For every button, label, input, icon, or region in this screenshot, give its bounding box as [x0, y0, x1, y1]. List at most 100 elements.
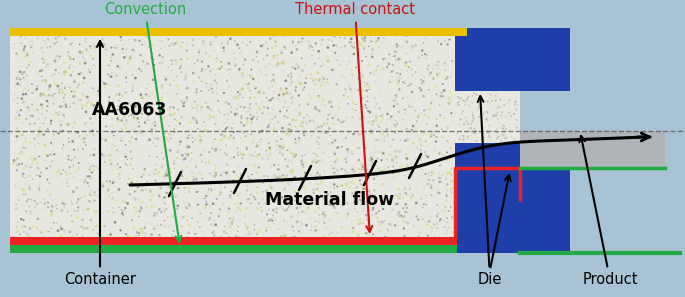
Point — [296, 56, 307, 61]
Point — [13, 53, 24, 58]
Point — [354, 221, 365, 226]
Point — [251, 54, 262, 59]
Point — [15, 34, 26, 39]
Point — [34, 125, 45, 129]
Point — [259, 236, 270, 241]
Point — [338, 234, 349, 239]
Point — [365, 131, 376, 136]
Point — [245, 162, 256, 167]
Point — [353, 222, 364, 226]
Point — [75, 71, 86, 76]
Point — [60, 29, 71, 33]
Point — [245, 181, 256, 185]
Point — [127, 73, 138, 78]
Point — [197, 241, 208, 246]
Point — [146, 41, 157, 46]
Point — [147, 59, 158, 64]
Point — [38, 45, 49, 50]
Point — [63, 168, 74, 173]
Point — [336, 74, 347, 79]
Point — [57, 90, 68, 95]
Point — [207, 230, 218, 235]
Point — [328, 121, 339, 126]
Point — [366, 236, 377, 241]
Point — [428, 133, 439, 138]
Point — [440, 77, 451, 81]
Point — [198, 241, 209, 246]
Point — [42, 200, 53, 205]
Point — [129, 49, 140, 53]
Point — [438, 181, 449, 186]
Point — [125, 149, 136, 154]
Point — [287, 40, 298, 44]
Point — [38, 92, 49, 97]
Point — [249, 149, 260, 154]
Point — [136, 188, 147, 193]
Point — [364, 62, 375, 67]
Point — [503, 110, 514, 115]
Point — [483, 131, 494, 136]
Point — [156, 39, 167, 43]
Point — [397, 96, 408, 101]
Point — [35, 91, 46, 96]
Point — [242, 226, 253, 230]
Point — [31, 201, 42, 206]
Point — [192, 189, 203, 194]
Point — [79, 61, 90, 66]
Point — [319, 84, 330, 89]
Point — [471, 139, 482, 143]
Point — [239, 111, 250, 116]
Point — [399, 111, 410, 116]
Point — [236, 136, 247, 140]
Point — [425, 183, 436, 188]
Point — [74, 243, 85, 248]
Point — [406, 240, 417, 244]
Point — [358, 104, 369, 109]
Point — [208, 147, 219, 152]
Point — [85, 53, 96, 58]
Point — [118, 158, 129, 163]
Point — [364, 217, 375, 221]
Point — [375, 242, 386, 247]
Point — [284, 127, 295, 132]
Point — [105, 158, 116, 163]
Point — [477, 137, 488, 142]
Point — [48, 101, 59, 106]
Point — [430, 61, 441, 66]
Point — [28, 198, 39, 203]
Point — [332, 168, 342, 172]
Point — [362, 99, 373, 104]
Point — [251, 232, 262, 237]
Point — [78, 94, 89, 98]
Point — [169, 129, 179, 134]
Point — [377, 207, 388, 211]
Point — [377, 131, 388, 136]
Point — [300, 238, 311, 243]
Point — [203, 64, 214, 69]
Point — [9, 42, 20, 47]
Point — [95, 67, 106, 72]
Point — [147, 204, 158, 209]
Point — [439, 38, 450, 43]
Point — [141, 34, 152, 39]
Point — [59, 61, 70, 65]
Point — [113, 205, 124, 210]
Point — [64, 171, 75, 176]
Point — [32, 165, 43, 170]
Point — [60, 69, 71, 74]
Point — [222, 111, 233, 116]
Point — [169, 78, 179, 83]
Point — [399, 107, 410, 112]
Point — [294, 138, 305, 143]
Point — [366, 131, 377, 135]
Point — [25, 30, 36, 34]
Point — [82, 207, 92, 211]
Point — [197, 230, 208, 234]
Point — [194, 208, 205, 213]
Point — [20, 175, 31, 180]
Point — [249, 161, 260, 166]
Point — [126, 183, 137, 187]
Point — [46, 226, 57, 231]
Point — [253, 140, 264, 145]
Point — [12, 163, 23, 168]
